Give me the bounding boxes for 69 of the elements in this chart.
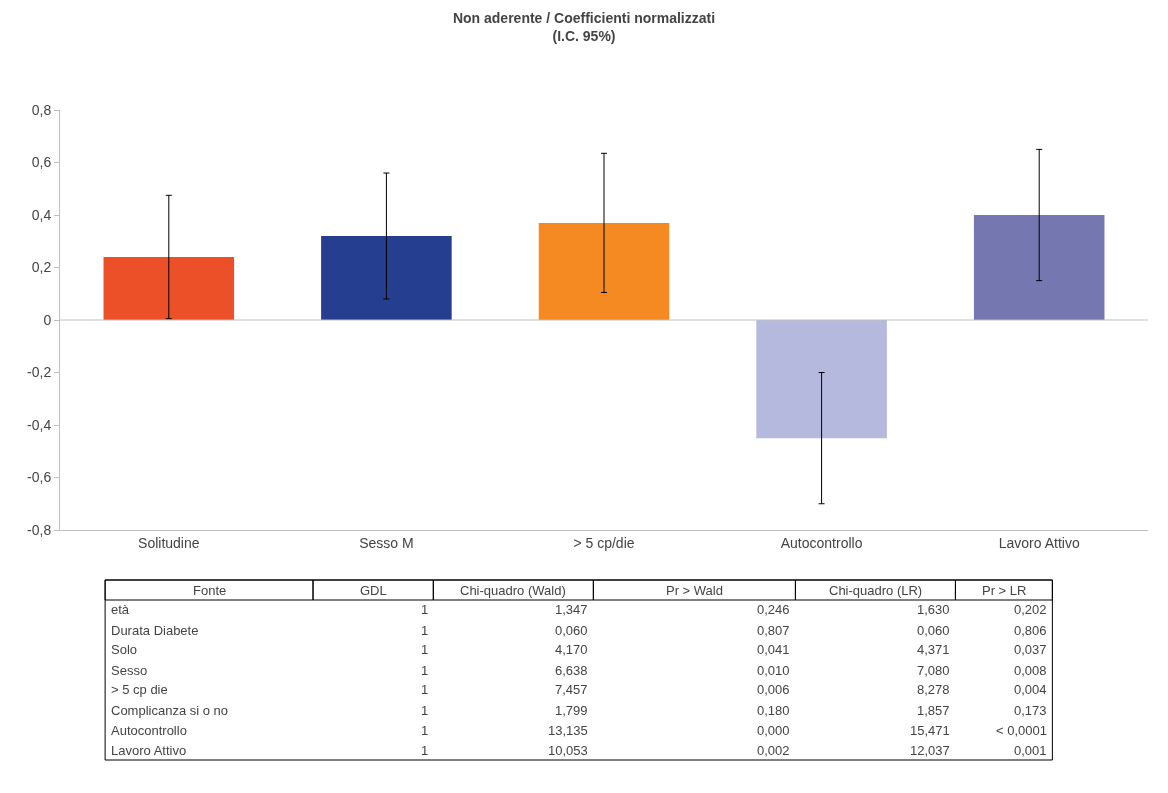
text: 0,180 [757,703,790,718]
text: 0,001 [1014,743,1047,758]
text: 1,630 [917,602,950,617]
text: 7,457 [555,682,588,697]
text: Pr > Wald [666,583,723,598]
x-tick-label: Lavoro Attivo [998,534,1080,551]
text: 0,002 [757,743,790,758]
text: 0,004 [1014,682,1047,697]
text: 15,471 [910,723,950,738]
y-tick-label: 0,4 [31,206,52,223]
text: 1,857 [917,703,950,718]
text: 7,080 [917,663,950,678]
text: 0,246 [757,602,790,617]
y-tick-label: 0,2 [31,259,52,276]
text: 4,371 [917,642,950,657]
text: GDL [360,583,387,598]
text: 0,000 [757,723,790,738]
y-tick-label: 0 [43,311,52,328]
text: 1 [421,602,429,617]
text: 6,638 [555,663,588,678]
text: 13,135 [548,723,588,738]
text: 1 [421,743,429,758]
text: 0,807 [757,623,790,638]
y-tick-label: 0,8 [31,101,52,118]
text: 10,053 [548,743,588,758]
text: 1 [421,663,429,678]
text: Complicanza si o no [111,703,229,718]
text: Pr > LR [982,583,1027,598]
y-tick-label: -0,8 [27,521,52,538]
text: 0,060 [555,623,588,638]
x-tick-label: Sesso M [359,534,414,551]
text: 0,008 [1014,663,1047,678]
text: 0,041 [757,642,790,657]
text: Chi-quadro (LR) [829,583,923,598]
text: 1 [421,682,429,697]
text: 0,010 [757,663,790,678]
text: Solo [111,642,138,657]
text: 1,799 [555,703,588,718]
text: 0,006 [757,682,790,697]
x-tick-label: Solitudine [138,534,200,551]
x-tick-label: Autocontrollo [780,534,863,551]
x-tick-label: > 5 cp/die [573,534,635,551]
text: 1,347 [555,602,588,617]
text: 1 [421,723,429,738]
text: età [111,602,130,617]
text: Sesso [111,663,148,678]
text: 0,202 [1014,602,1047,617]
text: 0,173 [1014,703,1047,718]
text: 1 [421,703,429,718]
y-tick-label: -0,2 [27,364,52,381]
text: 0,060 [917,623,950,638]
text: 8,278 [917,682,950,697]
y-tick-label: -0,6 [27,469,52,486]
text: 1 [421,623,429,638]
text: < 0,0001 [996,723,1047,738]
text: 12,037 [910,743,950,758]
text: Lavoro Attivo [111,743,187,758]
text: 0,037 [1014,642,1047,657]
y-tick-label: -0,4 [27,416,52,433]
text: 4,170 [555,642,588,657]
y-tick-label: 0,6 [31,154,52,171]
text: > 5 cp die [111,682,168,697]
text: Fonte [193,583,227,598]
chart-title: Non aderente / Coefficienti normalizzati (I.C. 95%) [452,9,716,44]
text: Autocontrollo [111,723,187,738]
text: Chi-quadro (Wald) [460,583,566,598]
text: Durata Diabete [111,623,199,638]
text: 1 [421,642,429,657]
text: 0,806 [1014,623,1047,638]
